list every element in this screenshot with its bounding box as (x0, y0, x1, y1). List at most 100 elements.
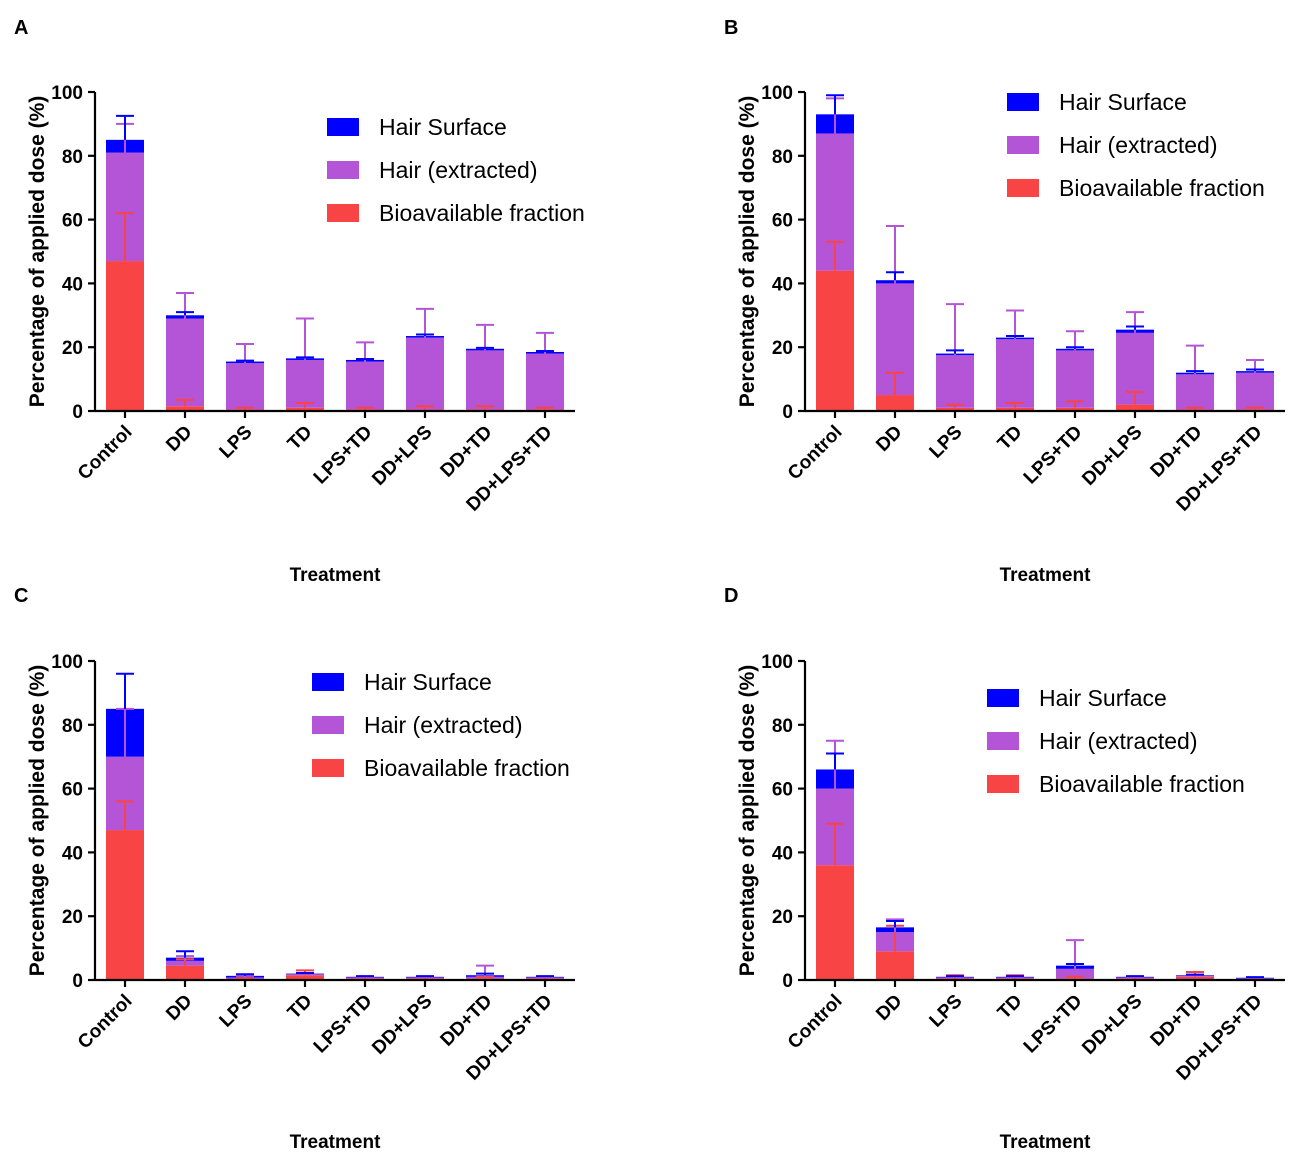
bar-segment (876, 951, 914, 980)
legend-swatch (987, 689, 1019, 707)
legend-label: Hair (extracted) (364, 712, 522, 738)
legend-label: Hair Surface (379, 114, 507, 140)
legend: Hair Surface Hair (extracted) Bioavailable… (987, 685, 1245, 797)
y-axis-title: Percentage of applied dose (%) (26, 96, 49, 408)
y-axis-title: Percentage of applied dose (%) (26, 665, 49, 977)
y-tick-label: 80 (62, 716, 83, 737)
bar-segment (1056, 407, 1094, 411)
x-tick-label: LPS+TD (310, 422, 377, 489)
x-tick-label: Control (74, 991, 137, 1054)
y-tick-label: 20 (772, 907, 793, 928)
x-tick-label: Control (784, 991, 847, 1054)
x-tick-label: LPS (216, 991, 257, 1032)
legend-label: Bioavailable fraction (379, 200, 585, 226)
legend-swatch (327, 118, 359, 136)
y-tick-label: 20 (62, 907, 83, 928)
legend: Hair Surface Hair (extracted) Bioavailable… (327, 114, 585, 226)
bar-segment (1056, 350, 1094, 408)
y-tick-label: 0 (782, 971, 793, 992)
bar-segment (166, 318, 204, 407)
bar-segment (1116, 404, 1154, 411)
y-tick-label: 40 (772, 274, 793, 295)
x-tick-label: DD (872, 422, 906, 456)
legend: Hair Surface Hair (extracted) Bioavailable… (1007, 89, 1265, 201)
legend-swatch (987, 775, 1019, 793)
y-tick-label: 100 (761, 652, 793, 673)
y-tick-label: 60 (62, 211, 83, 232)
y-tick-label: 60 (772, 780, 793, 801)
legend-label: Bioavailable fraction (364, 755, 570, 781)
y-tick-label: 20 (772, 338, 793, 359)
y-tick-label: 20 (62, 338, 83, 359)
x-tick-label: TD (284, 991, 317, 1024)
x-tick-label: TD (994, 422, 1027, 455)
bar-segment (286, 359, 324, 408)
y-tick-label: 40 (772, 843, 793, 864)
x-tick-label: LPS (216, 422, 257, 463)
x-tick-label: Control (74, 422, 137, 485)
y-axis-title: Percentage of applied dose (%) (736, 96, 759, 408)
bar-segment (1236, 372, 1274, 410)
y-tick-label: 0 (72, 971, 83, 992)
y-tick-label: 100 (51, 83, 83, 104)
panel-label: A (14, 17, 28, 39)
bar-segment (286, 407, 324, 411)
legend-label: Hair (extracted) (1059, 132, 1217, 158)
bar-segment (106, 261, 144, 411)
legend-swatch (312, 673, 344, 691)
y-tick-label: 40 (62, 843, 83, 864)
x-tick-label: DD (162, 422, 196, 456)
bar-segment (526, 353, 564, 410)
x-tick-label: TD (284, 422, 317, 455)
x-tick-label: LPS+TD (1020, 991, 1087, 1058)
y-tick-label: 0 (782, 402, 793, 423)
bar-segment (816, 270, 854, 411)
x-tick-label: DD+TD (1147, 422, 1207, 482)
legend-label: Hair Surface (364, 669, 492, 695)
legend-swatch (327, 204, 359, 222)
legend-swatch (312, 716, 344, 734)
bar-segment (996, 407, 1034, 411)
panel-label: B (724, 17, 738, 39)
x-tick-label: Control (784, 422, 847, 485)
x-axis-title: Treatment (290, 1132, 381, 1152)
y-tick-label: 60 (772, 211, 793, 232)
y-tick-label: 0 (72, 402, 83, 423)
x-tick-label: LPS+TD (310, 991, 377, 1058)
legend-swatch (1007, 136, 1039, 154)
y-tick-label: 100 (51, 652, 83, 673)
legend: Hair Surface Hair (extracted) Bioavailable… (312, 669, 570, 781)
legend-swatch (1007, 179, 1039, 197)
panel-label: D (724, 585, 738, 607)
x-axis-title: Treatment (1000, 1132, 1091, 1152)
legend-label: Bioavailable fraction (1039, 771, 1245, 797)
bar-segment (996, 339, 1034, 408)
legend-swatch (312, 759, 344, 777)
x-axis-title: Treatment (290, 565, 381, 586)
x-axis-title: Treatment (1000, 565, 1091, 586)
legend-swatch (1007, 93, 1039, 111)
y-tick-label: 40 (62, 274, 83, 295)
bar-segment (466, 350, 504, 410)
x-tick-label: TD (994, 991, 1027, 1024)
bar-segment (1176, 374, 1214, 410)
legend-label: Hair (extracted) (1039, 728, 1197, 754)
x-tick-label: DD+LPS (1078, 422, 1146, 490)
bar-segment (936, 407, 974, 411)
legend-swatch (987, 732, 1019, 750)
x-tick-label: LPS (926, 991, 967, 1032)
bar-segment (166, 406, 204, 411)
x-tick-label: DD+TD (437, 991, 497, 1051)
x-tick-label: DD+LPS (368, 422, 436, 490)
x-tick-label: LPS (926, 422, 967, 463)
bar-segment (816, 865, 854, 980)
legend-label: Hair Surface (1039, 685, 1167, 711)
bar-segment (286, 975, 324, 980)
y-axis-title: Percentage of applied dose (%) (736, 665, 759, 977)
x-tick-label: DD+TD (1147, 991, 1207, 1051)
legend-label: Hair (extracted) (379, 157, 537, 183)
